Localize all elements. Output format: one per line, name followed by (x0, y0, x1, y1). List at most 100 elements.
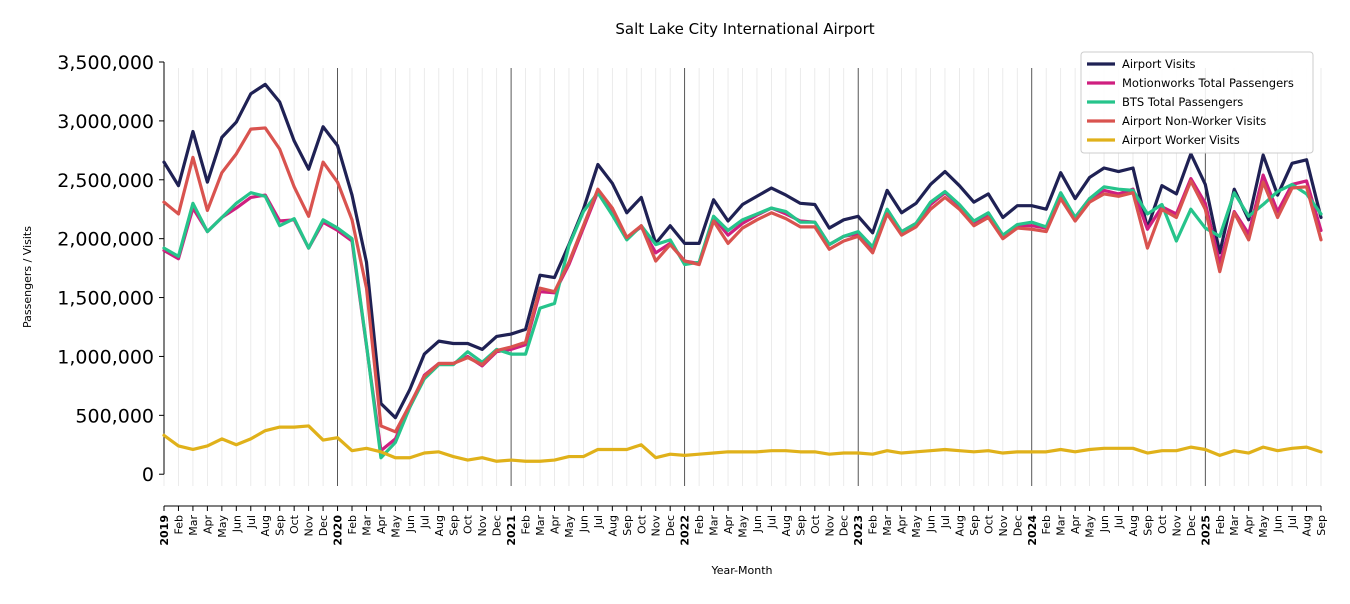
x-axis-label: Year-Month (710, 564, 772, 577)
x-tick-label: 2023 (852, 515, 865, 546)
x-tick-label: Dec (491, 515, 504, 536)
y-tick-label: 3,500,000 (57, 52, 154, 74)
x-tick-label: May (1084, 515, 1097, 538)
x-tick-label: May (216, 515, 229, 538)
x-tick-label: Feb (520, 515, 533, 534)
x-tick-label: May (737, 515, 750, 538)
x-tick-label: Feb (172, 515, 185, 534)
x-tick-label: Sep (1141, 515, 1154, 536)
x-axis: 2019 Feb Mar Apr May Jun Jul Aug Sep Oct Nov Dec 202… (158, 505, 1328, 546)
x-tick-label: Apr (1069, 515, 1082, 535)
x-tick-label: Oct (1156, 514, 1169, 534)
series-line-airport-non-worker-visits (162, 126, 1323, 434)
x-tick-label: Jul (939, 515, 952, 529)
y-tick-label: 3,000,000 (57, 111, 154, 133)
x-tick-label: Aug (1127, 515, 1140, 536)
x-tick-label: Apr (896, 515, 909, 535)
legend: Airport Visits Motionworks Total Passenge… (1080, 51, 1314, 154)
x-tick-label: Oct (462, 514, 475, 534)
x-tick-label: May (563, 515, 576, 538)
x-tick-label: May (910, 515, 923, 538)
y-tick-label: 2,500,000 (57, 170, 154, 192)
x-tick-label: Jun (751, 515, 764, 533)
x-tick-label: Jul (765, 515, 778, 529)
x-tick-label: Apr (548, 515, 561, 535)
x-tick-label: Aug (1301, 515, 1314, 536)
x-tick-label: 2022 (679, 515, 692, 546)
x-tick-label: Nov (1170, 515, 1183, 537)
x-tick-label: Nov (650, 515, 663, 537)
legend-label: Airport Visits (1122, 57, 1196, 71)
x-tick-label: May (1257, 515, 1270, 538)
x-tick-label: Dec (1011, 515, 1024, 536)
legend-label: BTS Total Passengers (1122, 95, 1243, 109)
x-tick-label: Apr (375, 515, 388, 535)
x-tick-label: Mar (187, 515, 200, 536)
x-tick-label: Mar (708, 515, 721, 536)
x-tick-label: Dec (838, 515, 851, 536)
x-tick-label: Oct (982, 514, 995, 534)
x-tick-label: Jul (1113, 515, 1126, 529)
x-tick-label: Aug (953, 515, 966, 536)
x-tick-label: Dec (1185, 515, 1198, 536)
series-line-bts-total-passengers (162, 182, 1323, 460)
legend-label: Airport Worker Visits (1122, 133, 1240, 147)
year-separator-lines (337, 68, 1206, 486)
x-tick-label: Nov (303, 515, 316, 537)
x-tick-label: Apr (201, 515, 214, 535)
x-tick-label: Nov (823, 515, 836, 537)
x-tick-label: Oct (809, 514, 822, 534)
y-tick-label: 1,500,000 (57, 288, 154, 310)
x-tick-label: Dec (317, 515, 330, 536)
x-tick-label: Aug (259, 515, 272, 536)
legend-label: Motionworks Total Passengers (1122, 76, 1294, 90)
x-tick-label: Apr (1243, 515, 1256, 535)
legend-label: Airport Non-Worker Visits (1122, 114, 1266, 128)
x-tick-label: Apr (722, 515, 735, 535)
x-tick-label: Mar (1228, 515, 1241, 536)
x-tick-label: Jun (404, 515, 417, 533)
x-tick-label: 2025 (1199, 515, 1212, 546)
x-tick-label: Jun (925, 515, 938, 533)
y-axis: 0 500,000 1,000,000 1,500,000 2,000,000 2,500… (57, 52, 165, 486)
x-tick-label: Aug (433, 515, 446, 536)
x-tick-label: Feb (346, 515, 359, 534)
x-tick-label: Oct (635, 514, 648, 534)
x-tick-label: Aug (780, 515, 793, 536)
series-lines (162, 82, 1323, 463)
x-tick-label: Mar (360, 515, 373, 536)
y-tick-label: 2,000,000 (57, 229, 154, 251)
x-tick-label: Jul (245, 515, 258, 529)
series-line-airport-visits (162, 82, 1323, 420)
x-tick-label: Feb (693, 515, 706, 534)
x-tick-label: Dec (664, 515, 677, 536)
x-tick-label: Jul (592, 515, 605, 529)
x-tick-label: Feb (1214, 515, 1227, 534)
x-tick-label: Jul (418, 515, 431, 529)
x-tick-label: Nov (476, 515, 489, 537)
x-tick-label: 2024 (1026, 515, 1039, 546)
series-line-airport-worker-visits (162, 424, 1323, 463)
chart-title: Salt Lake City International Airport (615, 20, 874, 38)
x-tick-label: Mar (1055, 515, 1068, 536)
x-tick-label: Sep (274, 515, 287, 536)
x-tick-label: Oct (288, 514, 301, 534)
y-tick-label: 1,000,000 (57, 346, 154, 368)
y-tick-label: 0 (142, 464, 154, 486)
x-tick-label: Mar (534, 515, 547, 536)
legend-box (1080, 51, 1314, 154)
x-tick-label: Feb (1040, 515, 1053, 534)
x-tick-label: Sep (794, 515, 807, 536)
x-tick-label: 2019 (158, 515, 171, 546)
x-tick-label: Nov (997, 515, 1010, 537)
x-tick-label: Mar (881, 515, 894, 536)
x-tick-label: Jun (1098, 515, 1111, 533)
x-tick-label: Feb (867, 515, 880, 534)
x-tick-label: Jun (230, 515, 243, 533)
x-tick-label: Jun (577, 515, 590, 533)
x-tick-label: Sep (968, 515, 981, 536)
x-tick-label: 2020 (332, 515, 345, 546)
x-tick-label: Aug (606, 515, 619, 536)
